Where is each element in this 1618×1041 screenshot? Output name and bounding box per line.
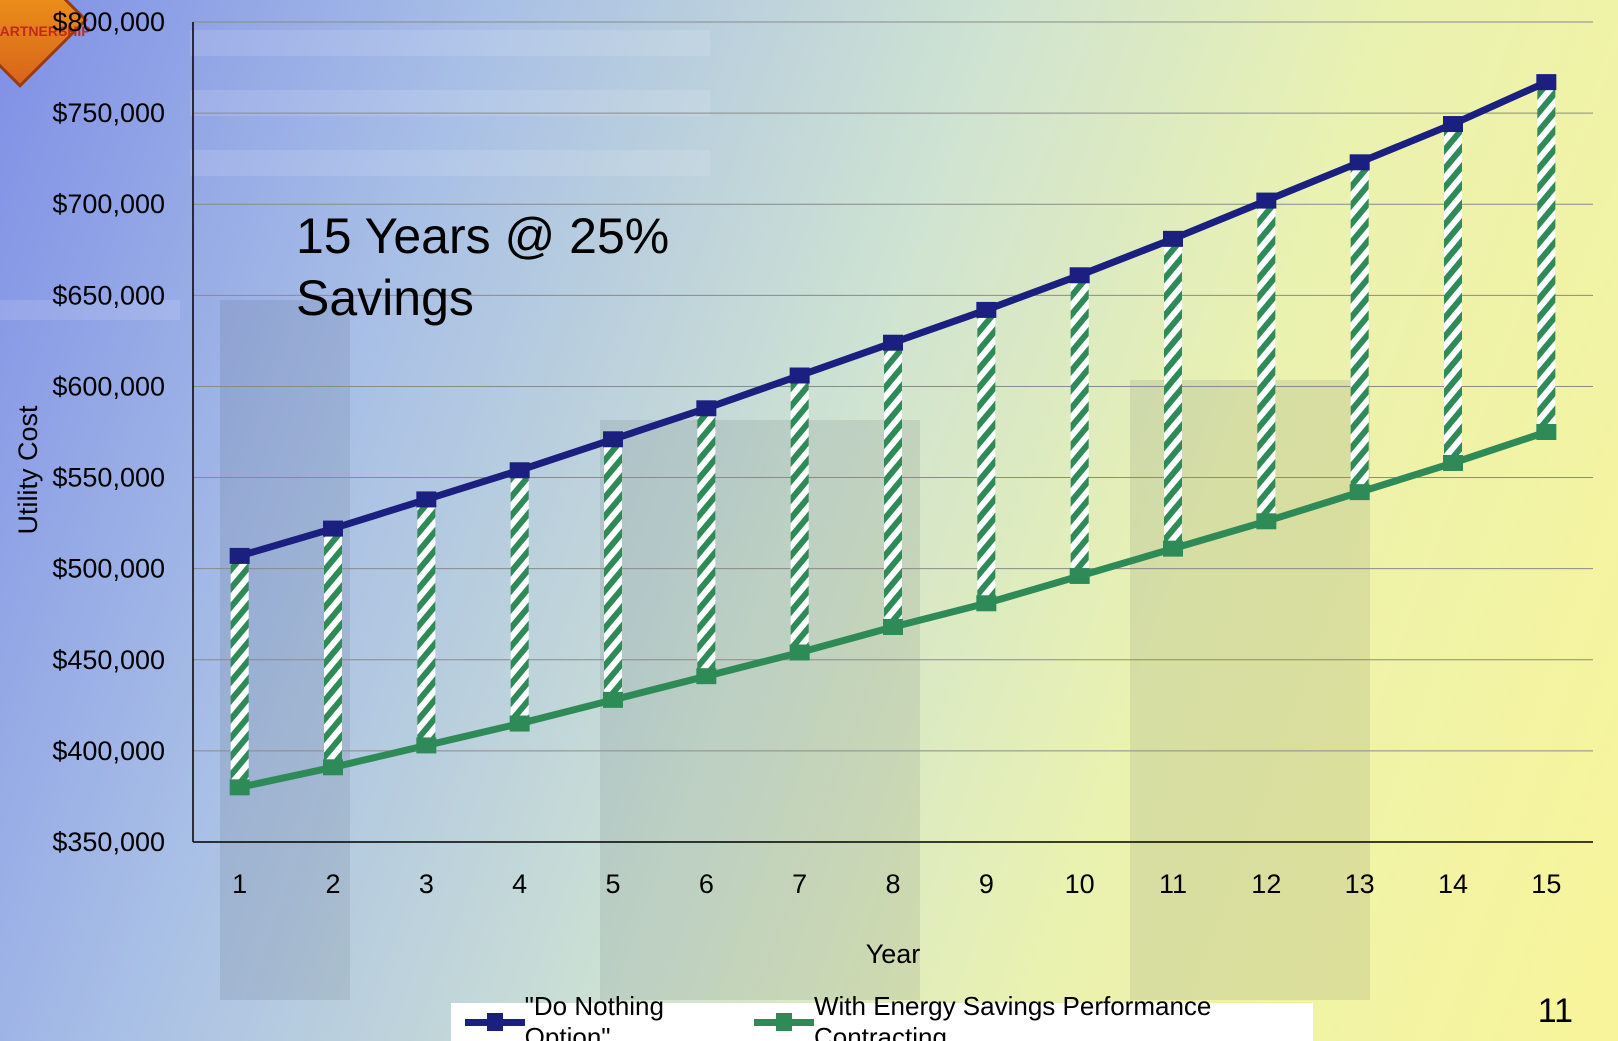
- series-marker: [1069, 267, 1090, 284]
- savings-bar: [884, 342, 902, 627]
- series-marker: [976, 595, 997, 612]
- series-marker: [1256, 192, 1277, 209]
- series-marker: [1069, 567, 1090, 584]
- series-marker: [1349, 484, 1370, 501]
- series-marker: [229, 547, 250, 564]
- x-tick-label: 12: [1251, 869, 1281, 899]
- series-marker: [229, 779, 250, 796]
- savings-bars: [230, 82, 1556, 788]
- series-marker: [696, 668, 717, 685]
- x-tick-label: 2: [325, 869, 340, 899]
- x-tick-label: 13: [1345, 869, 1375, 899]
- series-marker: [1256, 513, 1277, 530]
- savings-bar: [1350, 162, 1369, 493]
- series-marker: [1443, 116, 1463, 133]
- bg-stripe: [190, 150, 710, 176]
- series-marker: [883, 334, 903, 351]
- x-tick-labels: 1 2 3 4 5 6 7 8 9 10 11 12 13 14 15: [232, 869, 1561, 899]
- legend: "Do Nothing Option" With Energy Savings …: [451, 991, 1313, 1041]
- savings-bar: [697, 408, 716, 677]
- savings-bar: [1257, 200, 1276, 522]
- savings-bar: [1537, 82, 1556, 432]
- series-marker: [416, 737, 437, 754]
- series-marker: [1536, 74, 1557, 91]
- series-marker: [1349, 154, 1370, 171]
- savings-bar: [977, 309, 996, 604]
- legend-item-do-nothing: "Do Nothing Option": [465, 991, 740, 1041]
- y-axis-title: Utility Cost: [13, 405, 43, 535]
- series-marker: [509, 462, 530, 479]
- y-tick-label: $350,000: [52, 827, 165, 857]
- savings-bar: [1444, 124, 1462, 463]
- series-marker: [323, 520, 343, 537]
- y-tick-label: $550,000: [52, 463, 165, 493]
- bg-stripe: [190, 30, 710, 56]
- x-tick-label: 3: [419, 869, 434, 899]
- chart-annotation: 15 Years @ 25% Savings: [296, 208, 670, 326]
- y-tick-label: $500,000: [52, 554, 165, 584]
- series-marker: [883, 618, 903, 635]
- savings-bar: [1070, 275, 1089, 576]
- legend-label: With Energy Savings Performance Contract…: [813, 991, 1212, 1041]
- x-tick-label: 11: [1159, 869, 1187, 899]
- series-marker: [1163, 540, 1183, 557]
- bg-stripe: [0, 300, 180, 320]
- x-tick-label: 5: [605, 869, 620, 899]
- savings-bar: [604, 439, 622, 700]
- bg-stripe: [190, 90, 710, 116]
- x-tick-label: 7: [792, 869, 807, 899]
- series-marker: [696, 400, 717, 417]
- legend-swatch-navy: [465, 1011, 525, 1033]
- series-marker: [323, 759, 343, 776]
- series-marker: [416, 491, 437, 508]
- x-tick-label: 9: [979, 869, 994, 899]
- x-tick-label: 4: [512, 869, 527, 899]
- page-number: 11: [1537, 992, 1573, 1030]
- x-tick-label: 8: [885, 869, 900, 899]
- y-tick-label: $700,000: [52, 189, 165, 219]
- series-marker: [1163, 230, 1183, 247]
- series-marker: [789, 644, 810, 661]
- savings-bar: [510, 470, 529, 724]
- series-marker: [603, 691, 623, 708]
- x-tick-label: 1: [232, 869, 247, 899]
- series-marker: [603, 431, 623, 448]
- savings-bar: [324, 528, 342, 768]
- y-tick-label: $400,000: [52, 736, 165, 766]
- y-tick-label: $800,000: [52, 7, 165, 37]
- y-tick-labels: $350,000 $400,000 $450,000 $500,000 $550,000…: [52, 7, 165, 857]
- legend-label: "Do Nothing Option": [524, 991, 664, 1041]
- x-tick-label: 15: [1531, 869, 1561, 899]
- savings-bar: [790, 375, 809, 653]
- x-tick-label: 10: [1065, 869, 1095, 899]
- savings-bar: [1164, 238, 1182, 549]
- savings-bar: [417, 499, 436, 746]
- y-tick-label: $600,000: [52, 371, 165, 401]
- y-tick-label: $750,000: [52, 98, 165, 128]
- legend-item-espc: With Energy Savings Performance Contract…: [754, 991, 1313, 1041]
- savings-bar: [230, 555, 249, 788]
- axes: [192, 22, 1593, 843]
- series-marker: [976, 301, 997, 318]
- x-axis-title: Year: [866, 939, 921, 969]
- series-marker: [509, 715, 530, 732]
- series-lines: [229, 74, 1557, 796]
- x-tick-label: 14: [1438, 869, 1468, 899]
- series-marker: [1536, 424, 1557, 440]
- y-tick-label: $450,000: [52, 645, 165, 675]
- bg-building: [600, 420, 920, 1000]
- y-tick-label: $650,000: [52, 280, 165, 310]
- x-tick-label: 6: [699, 869, 714, 899]
- series-marker: [789, 367, 810, 384]
- legend-swatch-green: [754, 1011, 815, 1033]
- series-marker: [1443, 454, 1463, 471]
